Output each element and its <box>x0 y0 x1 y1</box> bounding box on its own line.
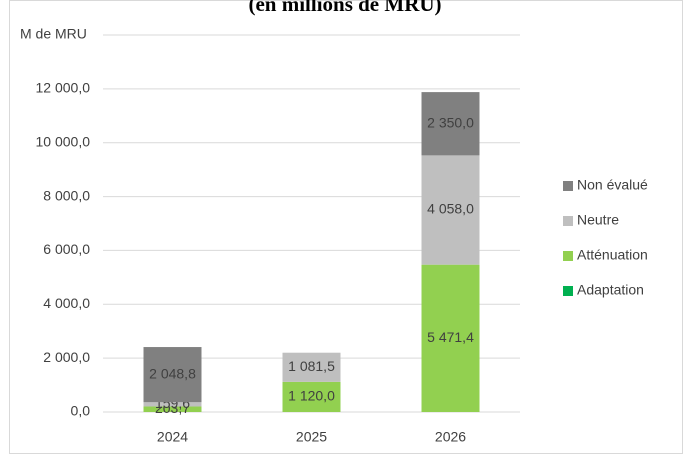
data-label: 1 120,0 <box>288 388 335 404</box>
y-tick-label: 8 000,0 <box>43 187 90 203</box>
data-label: 5 471,4 <box>427 329 474 345</box>
bar-segment <box>421 155 480 265</box>
bar-segment <box>282 381 341 412</box>
y-tick-label: 2 000,0 <box>43 349 90 365</box>
y-tick-label: 12 000,0 <box>36 80 91 96</box>
bar-segment <box>143 402 202 407</box>
bar-segment <box>421 264 480 412</box>
legend-label: Adaptation <box>577 282 644 298</box>
y-tick-label: 6 000,0 <box>43 241 90 257</box>
x-tick-label: 2026 <box>435 429 466 445</box>
y-axis-label: M de MRU <box>20 26 87 42</box>
legend-swatch <box>563 216 573 226</box>
data-label: 2 350,0 <box>427 114 474 130</box>
bar-segment <box>421 92 480 156</box>
bar-segment <box>282 352 341 382</box>
legend-swatch <box>563 286 573 296</box>
bar-segment <box>143 406 202 412</box>
legend-label: Neutre <box>577 212 619 228</box>
y-tick-label: 4 000,0 <box>43 295 90 311</box>
x-tick-label: 2024 <box>157 429 188 445</box>
chart-title: (en millions de MRU) <box>248 0 441 16</box>
data-label: 4 058,0 <box>427 201 474 217</box>
legend-swatch <box>563 181 573 191</box>
legend-label: Atténuation <box>577 247 648 263</box>
y-tick-label: 0,0 <box>71 403 91 419</box>
legend-label: Non évalué <box>577 177 648 193</box>
legend-swatch <box>563 251 573 261</box>
bar-segment <box>143 347 202 403</box>
data-label: 2 048,8 <box>149 365 196 381</box>
x-tick-label: 2025 <box>296 429 327 445</box>
data-label: 1 081,5 <box>288 358 335 374</box>
y-tick-label: 10 000,0 <box>36 133 91 149</box>
